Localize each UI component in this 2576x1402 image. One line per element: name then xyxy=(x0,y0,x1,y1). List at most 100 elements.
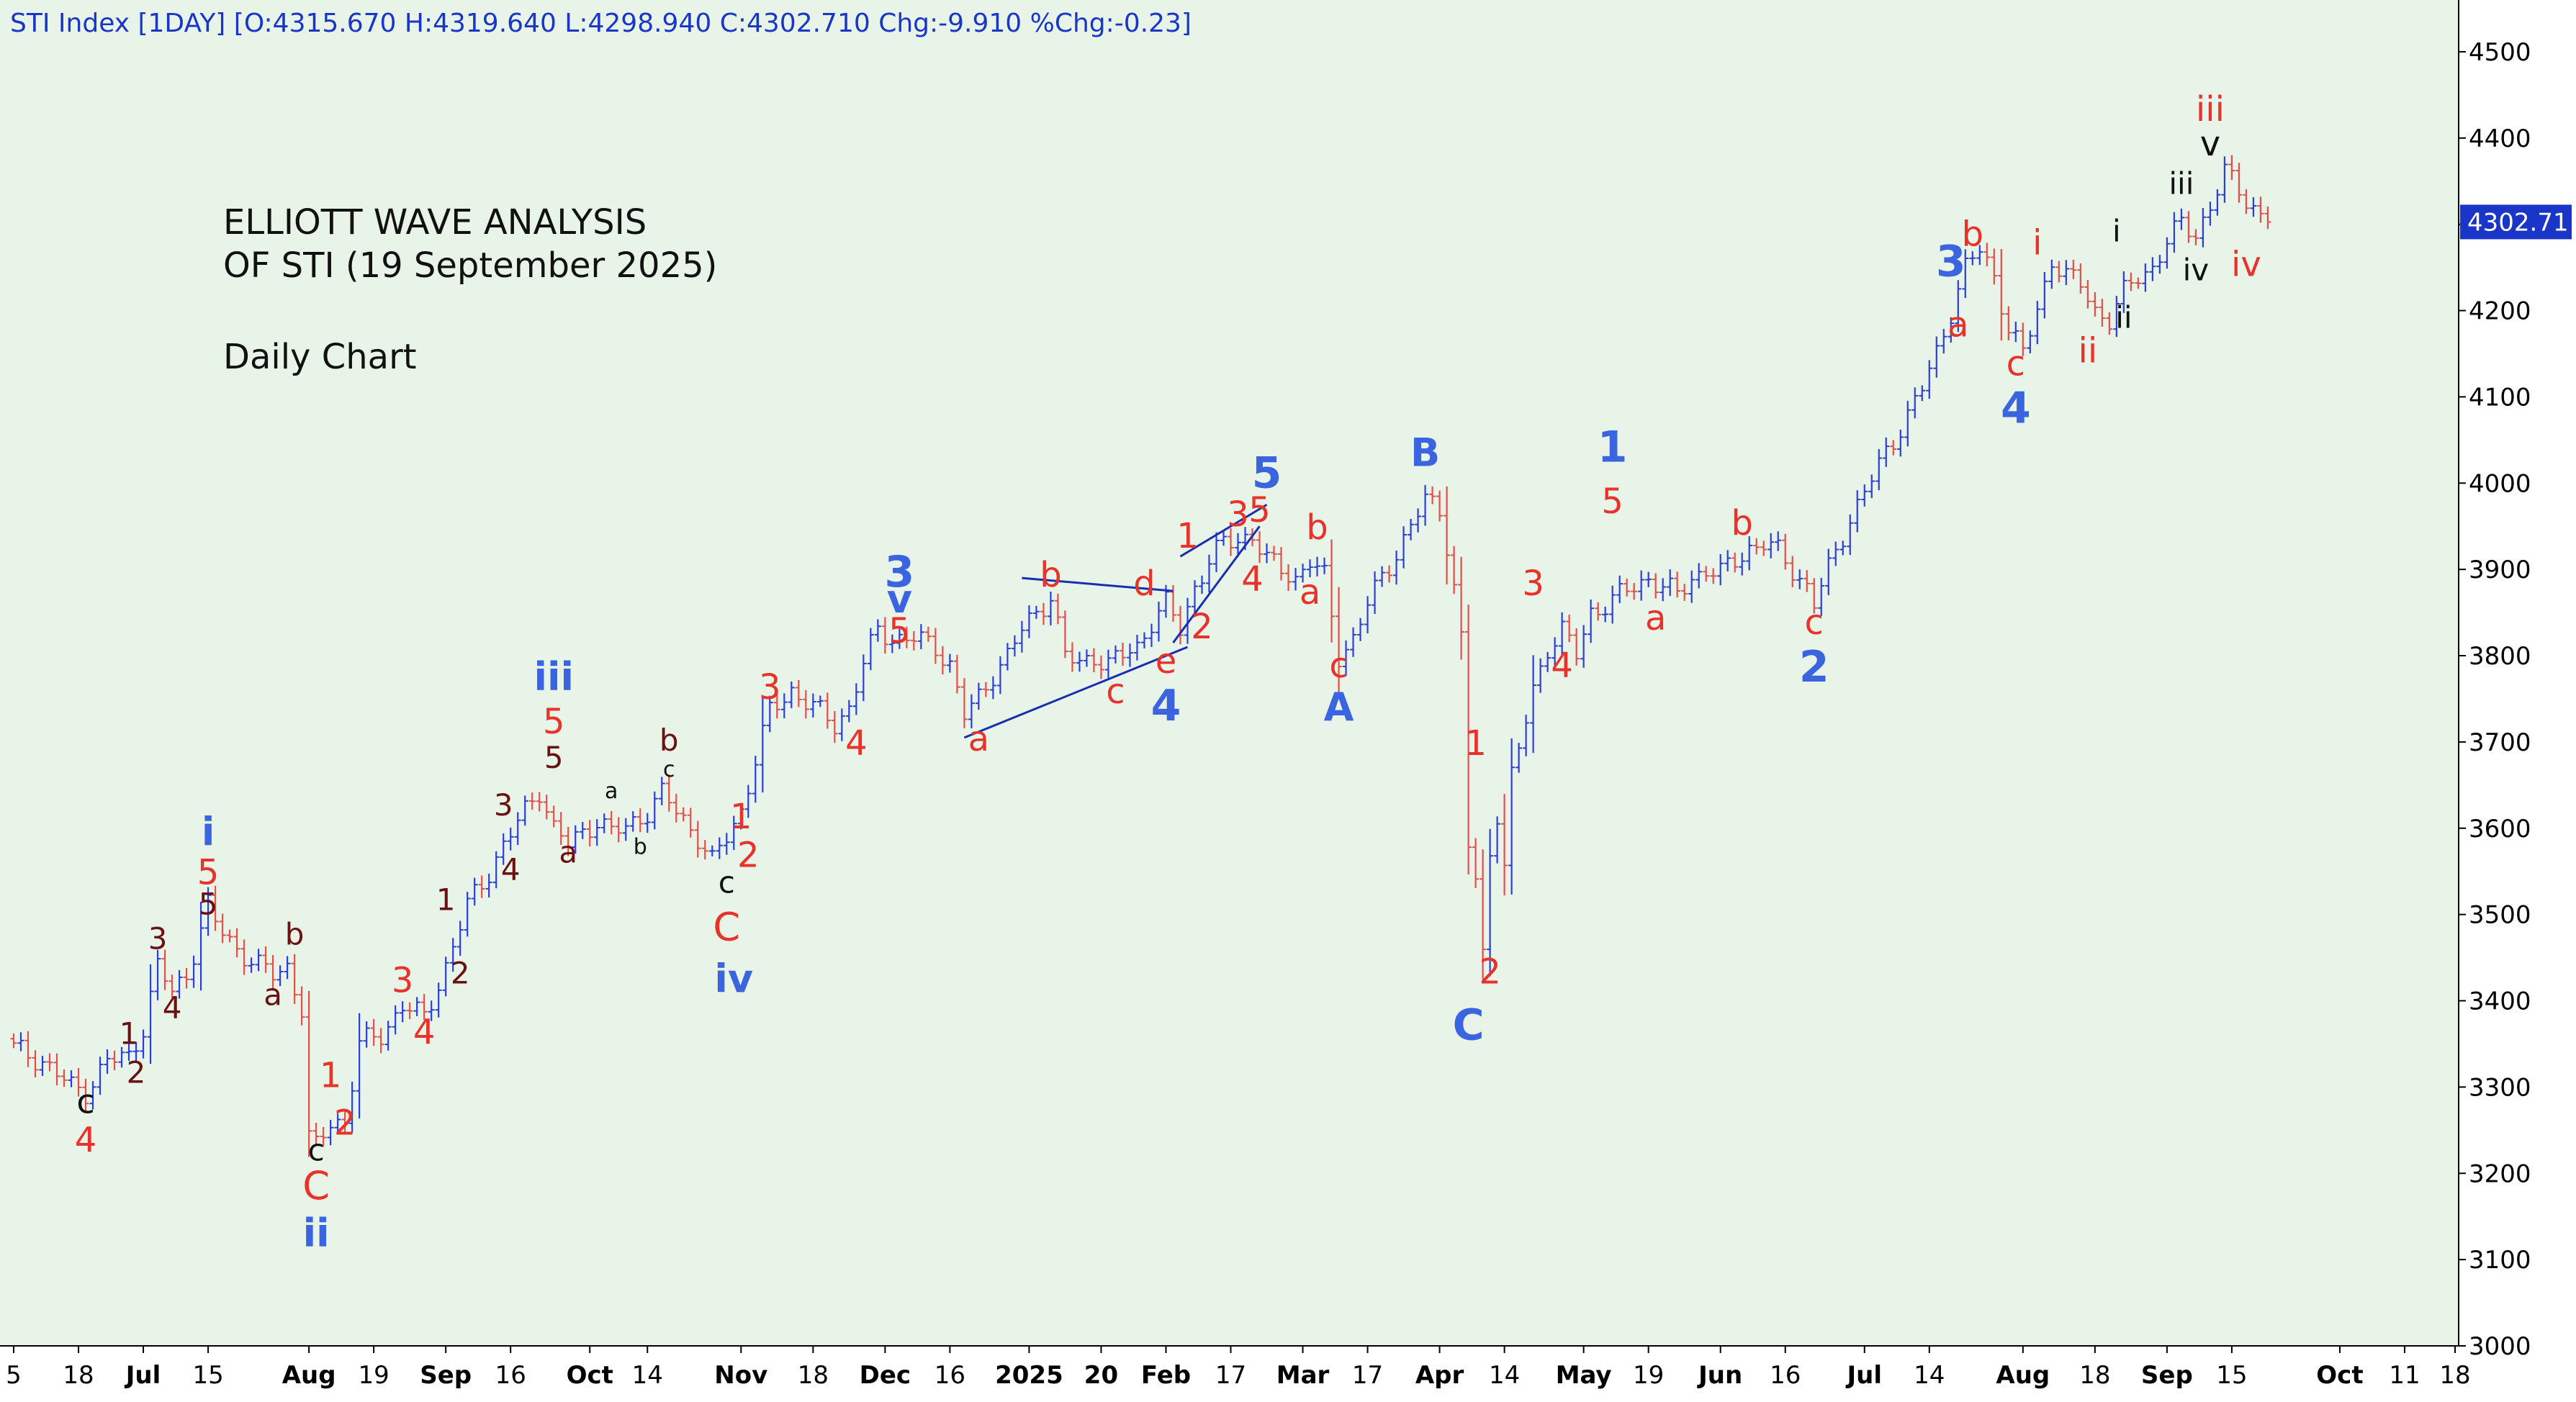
wave-label: 3 xyxy=(1522,564,1544,604)
wave-label: iii xyxy=(533,654,574,700)
wave-label: 4 xyxy=(1551,646,1573,686)
price-bar xyxy=(1616,575,1623,604)
trendline[interactable] xyxy=(1022,576,1174,592)
price-bar xyxy=(1926,360,1933,399)
price-bar xyxy=(226,929,233,943)
price-bar xyxy=(1803,570,1811,592)
price-bar xyxy=(2063,260,2070,286)
time-tick-label: 18 xyxy=(2439,1361,2470,1390)
time-tick-label: Aug xyxy=(1996,1361,2050,1390)
price-bar xyxy=(1588,600,1595,643)
wave-label: c xyxy=(663,757,675,782)
price-bar xyxy=(557,812,564,845)
price-bar xyxy=(1090,648,1097,672)
price-bar xyxy=(1451,546,1458,594)
price-bar xyxy=(1054,593,1061,625)
time-tick-label: Dec xyxy=(860,1361,911,1390)
price-bar xyxy=(1040,602,1047,625)
price-bar xyxy=(586,820,593,847)
wave-label: C xyxy=(713,905,740,950)
price-bar xyxy=(406,1002,413,1020)
price-bar xyxy=(1911,387,1919,419)
price-bar xyxy=(1465,605,1472,874)
wave-label: B xyxy=(1410,430,1440,475)
price-bar xyxy=(1717,553,1724,586)
price-tick-label: 3500 xyxy=(2469,901,2531,930)
price-bar xyxy=(1595,602,1602,621)
price-bar xyxy=(1212,532,1220,572)
price-bar xyxy=(1364,596,1372,633)
wave-label: 2 xyxy=(737,836,760,876)
time-tick-label: Aug xyxy=(282,1361,336,1390)
price-bar xyxy=(1739,552,1746,576)
price-bar xyxy=(183,968,190,989)
price-bar xyxy=(428,1000,435,1021)
price-bar xyxy=(125,1043,132,1061)
wave-label: b xyxy=(634,835,647,860)
price-bar xyxy=(1436,490,1444,522)
price-bar xyxy=(1623,578,1631,597)
wave-label: v xyxy=(2200,124,2220,164)
price-bar xyxy=(1861,484,1868,507)
time-tick-label: 18 xyxy=(63,1361,94,1390)
wave-label: a xyxy=(1300,572,1320,612)
wave-label: 2 xyxy=(127,1054,146,1090)
wave-label: a xyxy=(264,977,282,1013)
price-bar xyxy=(298,986,305,1026)
price-bar xyxy=(1919,385,1926,402)
price-tick-label: 4400 xyxy=(2469,125,2531,153)
price-bar xyxy=(1976,245,1983,266)
wave-label: 3 xyxy=(884,547,914,597)
time-axis[interactable]: 5 18 Jul 15 Aug 19 Sep 16 Oct 14 Nov 18 Dec 16 2025 20 F… xyxy=(6,1346,2471,1390)
price-bar xyxy=(276,965,284,987)
trendline[interactable] xyxy=(963,646,1189,739)
trendline[interactable] xyxy=(1179,503,1268,558)
time-tick-label: 17 xyxy=(1352,1361,1383,1390)
price-bar xyxy=(500,833,507,865)
wave-label: a xyxy=(559,835,577,870)
wave-label: 1 xyxy=(1464,723,1487,764)
price-bar xyxy=(1400,526,1408,569)
price-bar xyxy=(1379,566,1386,587)
price-bar xyxy=(1782,533,1789,570)
price-bar xyxy=(1753,538,1760,555)
trendline[interactable] xyxy=(1172,525,1261,643)
price-bar xyxy=(809,693,816,718)
price-bar xyxy=(996,656,1004,695)
price-bar xyxy=(716,837,723,859)
price-axis[interactable]: 3000 3100 3200 3300 3400 3500 3600 3700 3800 3900… xyxy=(2459,38,2531,1361)
annotation-title-line2: OF STI (19 September 2025) xyxy=(223,245,717,286)
price-bar xyxy=(1256,531,1264,564)
price-bar xyxy=(780,693,788,718)
wave-label: 1 xyxy=(730,797,752,837)
price-bar xyxy=(2106,312,2113,335)
price-tick-label: 3100 xyxy=(2469,1246,2531,1275)
price-bar xyxy=(2005,306,2012,340)
price-bar xyxy=(975,682,982,710)
price-bar xyxy=(212,885,219,931)
price-bar xyxy=(2099,299,2106,327)
price-bar xyxy=(1955,280,1962,333)
time-tick-label: 2025 xyxy=(995,1361,1063,1390)
price-bar xyxy=(492,851,500,889)
price-bar xyxy=(1523,715,1530,756)
price-bar xyxy=(824,692,831,729)
wave-label: 2 xyxy=(1479,952,1501,992)
wave-label: c xyxy=(719,865,735,900)
wave-label: 3 xyxy=(1936,237,1966,287)
time-tick-label: 17 xyxy=(1215,1361,1246,1390)
price-bar xyxy=(96,1057,104,1095)
price-bar xyxy=(1580,625,1588,668)
price-bar xyxy=(1998,248,2005,341)
price-tick-label: 3700 xyxy=(2469,728,2531,757)
price-bar xyxy=(744,784,752,818)
price-bar xyxy=(528,792,536,810)
wave-label: 1 xyxy=(1176,516,1199,556)
price-bar xyxy=(1032,605,1040,619)
price-bar xyxy=(766,695,773,733)
price-bar xyxy=(1573,628,1580,666)
price-bar xyxy=(1176,605,1184,645)
price-bar xyxy=(1372,571,1379,615)
wave-label: 5 xyxy=(1248,490,1271,530)
